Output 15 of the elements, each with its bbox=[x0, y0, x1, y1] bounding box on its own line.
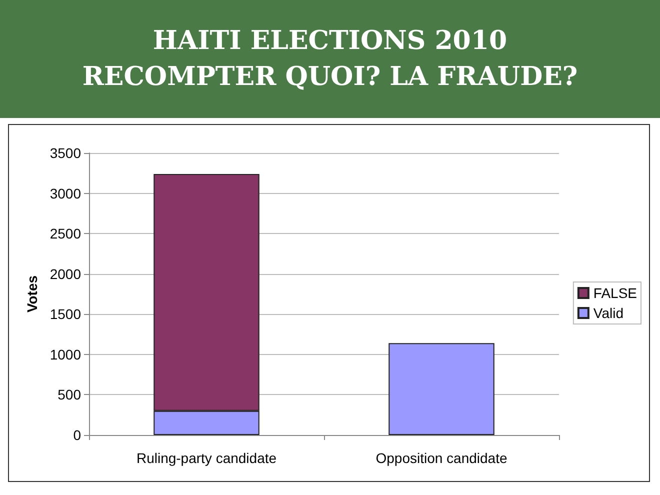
chart-title: HAITI ELECTIONS 2010 RECOMPTER QUOI? LA FRAUDE? bbox=[0, 0, 660, 118]
y-tick-label: 1500 bbox=[50, 306, 82, 322]
x-tick-label: Opposition candidate bbox=[376, 450, 508, 466]
y-tick-label: 0 bbox=[73, 427, 82, 443]
y-axis-title: Votes bbox=[24, 275, 40, 313]
bar bbox=[388, 343, 494, 435]
y-tick-label: 2500 bbox=[50, 226, 82, 242]
y-tick-label: 3000 bbox=[50, 185, 82, 202]
legend-label: FALSE bbox=[593, 285, 638, 301]
y-tick-label: 2000 bbox=[50, 266, 82, 282]
y-tick-label: 500 bbox=[58, 386, 82, 403]
x-tick-label: Ruling-party candidate bbox=[136, 450, 277, 466]
y-tick-label: 1000 bbox=[50, 346, 82, 362]
y-tick-label: 3500 bbox=[50, 145, 82, 161]
legend-label: Valid bbox=[593, 305, 624, 321]
